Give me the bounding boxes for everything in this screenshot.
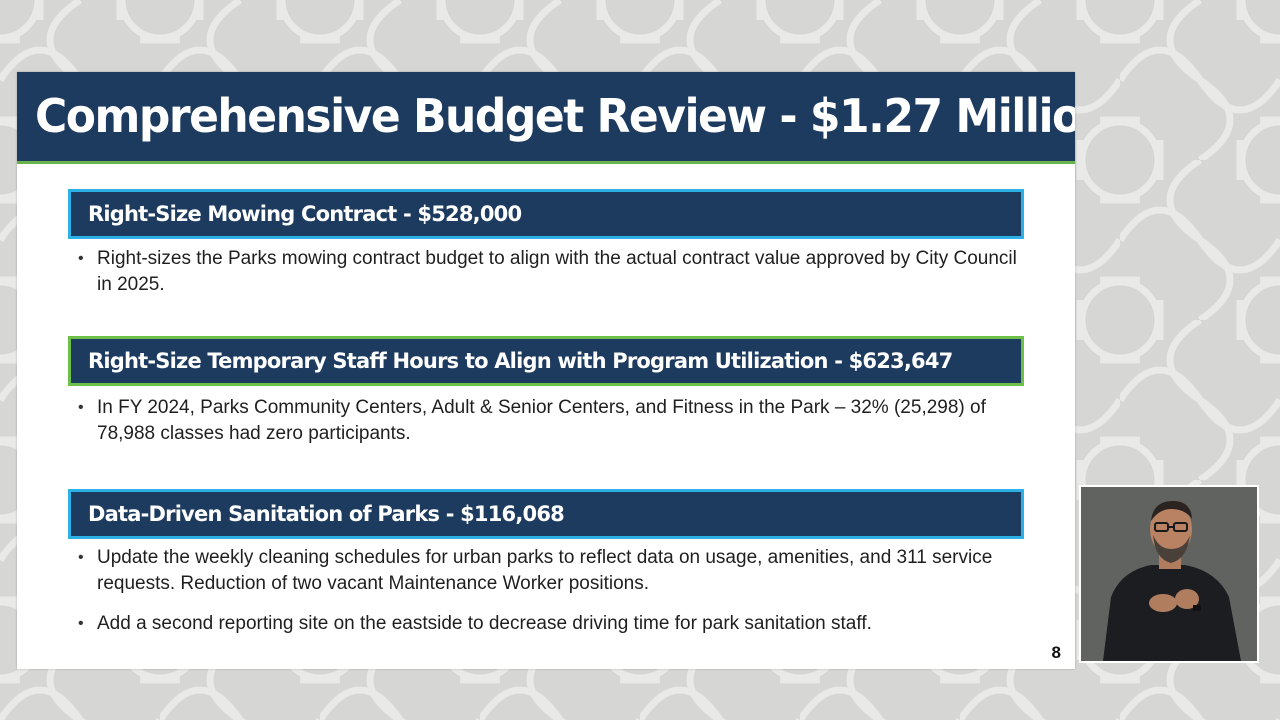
bullet-list-mowing: Right-sizes the Parks mowing contract bu…: [77, 246, 1027, 312]
bullet-item: Update the weekly cleaning schedules for…: [77, 545, 1027, 597]
section-header-temporary-staff: Right-Size Temporary Staff Hours to Alig…: [68, 336, 1024, 386]
slide-title: Comprehensive Budget Review - $1.27 Mill…: [35, 90, 1075, 144]
bullet-list-sanitation: Update the weekly cleaning schedules for…: [77, 545, 1027, 651]
sign-language-interpreter-video: [1079, 485, 1259, 663]
bullet-item: Right-sizes the Parks mowing contract bu…: [77, 246, 1027, 298]
section-heading: Right-Size Temporary Staff Hours to Alig…: [88, 349, 953, 373]
section-header-mowing: Right-Size Mowing Contract - $528,000: [68, 189, 1024, 239]
section-heading: Right-Size Mowing Contract - $528,000: [88, 202, 522, 226]
section-header-sanitation: Data-Driven Sanitation of Parks - $116,0…: [68, 489, 1024, 539]
bullet-item: In FY 2024, Parks Community Centers, Adu…: [77, 395, 1027, 447]
page-number: 8: [1051, 643, 1061, 662]
slide-title-bar: Comprehensive Budget Review - $1.27 Mill…: [17, 72, 1075, 164]
section-heading: Data-Driven Sanitation of Parks - $116,0…: [88, 502, 565, 526]
interpreter-figure: [1081, 487, 1257, 661]
presentation-slide: Comprehensive Budget Review - $1.27 Mill…: [17, 72, 1075, 669]
bullet-item: Add a second reporting site on the easts…: [77, 611, 1027, 637]
bullet-list-temporary-staff: In FY 2024, Parks Community Centers, Adu…: [77, 395, 1027, 461]
